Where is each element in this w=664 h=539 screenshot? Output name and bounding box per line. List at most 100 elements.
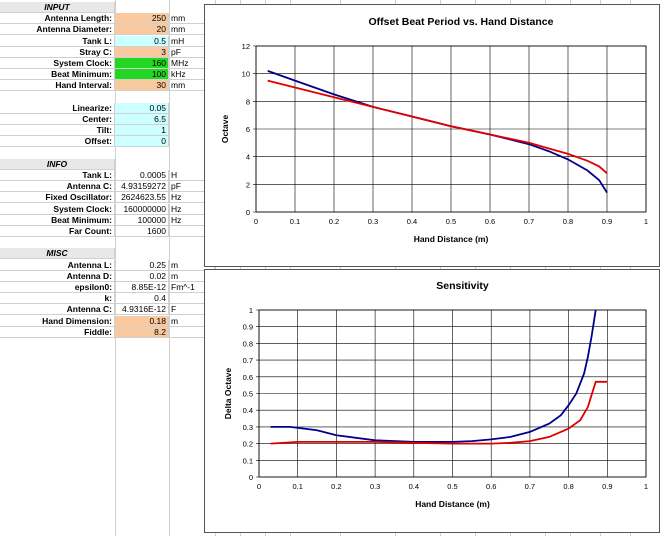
x-tick-label: 0.4: [407, 217, 417, 226]
y-tick-label: 0.8: [243, 339, 253, 348]
chart-title: Offset Beat Period vs. Hand Distance: [369, 16, 554, 28]
misc-label: Antenna C:: [0, 304, 115, 316]
octave-chart[interactable]: Offset Beat Period vs. Hand Distance 0 0.1…: [204, 4, 660, 267]
x-tick-label: 0.8: [563, 217, 573, 226]
x-tick-label: 1: [644, 482, 648, 491]
calibration-value-cell[interactable]: 1: [115, 125, 169, 137]
y-tick-label: 0.9: [243, 323, 253, 332]
column-gridline: [240, 0, 241, 536]
column-gridline: [215, 0, 216, 536]
y-tick-label: 0: [249, 473, 253, 482]
y-tick-label: 12: [242, 42, 250, 51]
y-tick-label: 4: [246, 153, 250, 162]
x-tick-label: 0.9: [602, 482, 612, 491]
x-axis-label: Hand Distance (m): [415, 499, 490, 509]
info-label: Tank L:: [0, 170, 115, 181]
column-gridline: [475, 0, 476, 536]
sensitivity-chart[interactable]: Sensitivity 0 0.1 0.2 0.3 0.4 0.5 0.6 0.7 0.8 0.9 1…: [204, 269, 660, 533]
misc-label: Antenna L:: [0, 259, 115, 271]
calibration-value-cell[interactable]: 0: [115, 136, 169, 148]
info-value-cell[interactable]: 160000000: [115, 203, 169, 215]
misc-value-cell[interactable]: 0.4: [115, 293, 169, 305]
column-gridline: [265, 0, 266, 536]
x-tick-label: 0.3: [370, 482, 380, 491]
column-gridline: [115, 0, 116, 536]
info-label: Far Count:: [0, 226, 115, 237]
y-tick-label: 1: [249, 306, 253, 315]
sheet-row: Linearize: 0.05: [0, 102, 664, 114]
input-value-cell[interactable]: 0.5: [115, 35, 169, 47]
input-value-cell[interactable]: 100: [115, 69, 169, 81]
x-tick-label: 0: [254, 217, 258, 226]
y-tick-label: 8: [246, 97, 250, 106]
misc-value-cell[interactable]: 8.2: [115, 326, 169, 338]
input-value-cell[interactable]: 30: [115, 80, 169, 92]
calibration-value-cell[interactable]: 6.5: [115, 114, 169, 125]
misc-value-cell[interactable]: 0.02: [115, 270, 169, 282]
input-value-cell[interactable]: 250: [115, 13, 169, 25]
input-value-cell[interactable]: 160: [115, 58, 169, 69]
misc-value-cell[interactable]: 4.9316E-12: [115, 304, 169, 316]
misc-label: Hand Dimension:: [0, 315, 115, 327]
y-tick-label: 0.2: [243, 440, 253, 449]
section-header: INFO: [0, 158, 115, 170]
y-axis-label: Delta Octave: [223, 367, 233, 419]
input-label: Stray C:: [0, 46, 115, 58]
x-tick-label: 0.2: [329, 217, 339, 226]
x-tick-label: 1: [644, 217, 648, 226]
calibration-label: Linearize:: [0, 102, 115, 114]
sheet-row: System Clock: 160 MHz: [0, 58, 664, 69]
sheet-row: Beat Minimum: 100 kHz: [0, 69, 664, 81]
x-tick-label: 0.7: [524, 217, 534, 226]
sheet-row: Tilt: 1: [0, 125, 664, 137]
column-gridline: [600, 0, 601, 536]
y-tick-label: 0.6: [243, 373, 253, 382]
y-tick-label: 0.5: [243, 390, 253, 399]
calibration-label: Center:: [0, 114, 115, 125]
column-gridline: [340, 0, 341, 536]
info-label: System Clock:: [0, 203, 115, 215]
input-label: Tank L:: [0, 35, 115, 47]
x-tick-label: 0.8: [563, 482, 573, 491]
info-value-cell[interactable]: 2624623.55: [115, 192, 169, 204]
x-tick-label: 0: [257, 482, 261, 491]
input-value-cell[interactable]: 3: [115, 46, 169, 58]
x-tick-label: 0.5: [446, 217, 456, 226]
info-value-cell[interactable]: 1600: [115, 226, 169, 237]
x-axis-label: Hand Distance (m): [414, 234, 489, 244]
section-header: MISC: [0, 248, 115, 260]
y-tick-label: 0: [246, 208, 250, 217]
info-label: Antenna C:: [0, 181, 115, 193]
misc-value-cell[interactable]: 8.85E-12: [115, 282, 169, 293]
input-label: Hand Interval:: [0, 80, 115, 92]
info-value-cell[interactable]: 0.0005: [115, 170, 169, 181]
calibration-value-cell[interactable]: 0.05: [115, 102, 169, 114]
section-header: INPUT: [0, 2, 115, 13]
series-line-0: [267, 70, 608, 194]
sensitivity-chart-svg: Sensitivity 0 0.1 0.2 0.3 0.4 0.5 0.6 0.7 0.8 0.9 1…: [223, 280, 648, 509]
input-label: Beat Minimum:: [0, 69, 115, 81]
series-line-1: [267, 79, 608, 174]
misc-label: k:: [0, 293, 115, 305]
input-value-cell[interactable]: 20: [115, 24, 169, 36]
misc-label: Fiddle:: [0, 326, 115, 338]
sheet-row: Center: 6.5: [0, 114, 664, 125]
y-tick-label: 0.4: [243, 406, 253, 415]
info-value-cell[interactable]: 100000: [115, 214, 169, 226]
x-tick-label: 0.7: [525, 482, 535, 491]
info-value-cell[interactable]: 4.93159272: [115, 181, 169, 193]
misc-value-cell[interactable]: 0.25: [115, 259, 169, 271]
y-tick-label: 6: [246, 125, 250, 134]
calibration-label: Offset:: [0, 136, 115, 148]
sheet-row: Offset: 0: [0, 136, 664, 148]
misc-label: epsilon0:: [0, 282, 115, 293]
column-gridline: [290, 0, 291, 536]
column-gridline: [630, 0, 631, 536]
x-tick-label: 0.4: [409, 482, 419, 491]
column-gridline: [395, 0, 396, 536]
misc-label: Antenna D:: [0, 270, 115, 282]
misc-value-cell[interactable]: 0.18: [115, 315, 169, 327]
y-tick-label: 0.3: [243, 423, 253, 432]
plot-area: [258, 309, 647, 478]
